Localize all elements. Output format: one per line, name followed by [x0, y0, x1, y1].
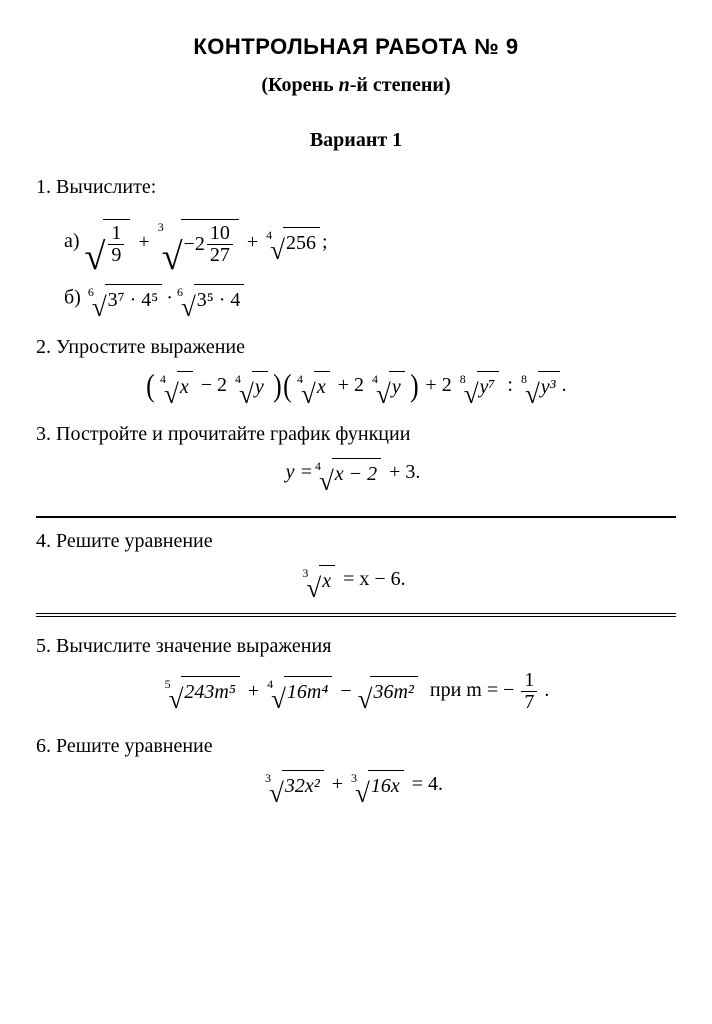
- page: КОНТРОЛЬНАЯ РАБОТА № 9 (Корень n-й степе…: [0, 0, 712, 840]
- problem-1-number: 1.: [36, 176, 51, 198]
- problem-6-text: Решите уравнение: [56, 735, 213, 757]
- problem-3-number: 3.: [36, 423, 51, 445]
- problem-5-number: 5.: [36, 635, 51, 657]
- problem-1a: а) √ 1 9 + 3 √ −2: [64, 219, 676, 266]
- problem-6-number: 6.: [36, 735, 51, 757]
- problem-3: 3. Постройте и прочитайте график функции…: [36, 421, 676, 488]
- problem-2-number: 2.: [36, 336, 51, 358]
- subtitle-prefix: (Корень: [261, 74, 338, 96]
- paren-icon: 4√x − 2 4√y: [145, 371, 282, 401]
- sixthroot-icon: 6 √ 3⁷ · 4⁵: [88, 284, 162, 314]
- problem-2-text: Упростите выражение: [56, 336, 245, 358]
- fourthroot-icon: 4 √ 256: [266, 227, 320, 257]
- paren-icon: 4√x + 2 4√y: [282, 371, 419, 401]
- problem-1a-expr: √ 1 9 + 3 √ −2 10: [85, 219, 328, 266]
- sqrt-icon: √ 1 9: [87, 219, 131, 266]
- problem-4-number: 4.: [36, 530, 51, 552]
- problem-1: 1. Вычислите: а) √ 1 9 + 3: [36, 174, 676, 314]
- problem-6: 6. Решите уравнение 3√32x² + 3√16x = 4.: [36, 733, 676, 800]
- test-title: КОНТРОЛЬНАЯ РАБОТА № 9: [36, 32, 676, 62]
- variant-heading: Вариант 1: [36, 127, 676, 154]
- divider-double: [36, 613, 676, 617]
- problem-2-expr: 4√x − 2 4√y 4√x + 2 4√y + 2 8√y⁷ : 8√y³ …: [36, 371, 676, 401]
- problem-3-text: Постройте и прочитайте график функции: [56, 423, 410, 445]
- subtitle-var: n: [339, 74, 350, 96]
- problem-1b-label: б): [64, 286, 81, 308]
- problem-4-expr: 3√x = x − 6.: [36, 565, 676, 595]
- problem-5: 5. Вычислите значение выражения 5√243m⁵ …: [36, 633, 676, 713]
- problem-1-text: Вычислите:: [56, 176, 156, 198]
- subtitle-suffix: -й степени): [350, 74, 451, 96]
- problem-3-expr: y = 4√x − 2 + 3.: [36, 458, 676, 488]
- sixthroot-icon: 6 √ 3⁵ · 4: [177, 284, 244, 314]
- problem-1b-expr: 6 √ 3⁷ · 4⁵ · 6 √ 3⁵ · 4: [86, 284, 247, 314]
- problem-5-text: Вычислите значение выражения: [56, 635, 331, 657]
- problem-2: 2. Упростите выражение 4√x − 2 4√y 4√x +…: [36, 334, 676, 401]
- problem-1a-label: а): [64, 230, 80, 252]
- problem-4: 4. Решите уравнение 3√x = x − 6.: [36, 528, 676, 595]
- problem-4-text: Решите уравнение: [56, 530, 213, 552]
- divider-single: [36, 516, 676, 518]
- problem-5-expr: 5√243m⁵ + 4√16m⁴ − √36m² при m = − 1 7 .: [36, 670, 676, 713]
- test-subtitle: (Корень n-й степени): [36, 72, 676, 99]
- problem-6-expr: 3√32x² + 3√16x = 4.: [36, 770, 676, 800]
- problem-1b: б) 6 √ 3⁷ · 4⁵ · 6 √ 3⁵ · 4: [64, 284, 676, 314]
- cuberoot-icon: 3 √ −2 10 27: [158, 219, 239, 266]
